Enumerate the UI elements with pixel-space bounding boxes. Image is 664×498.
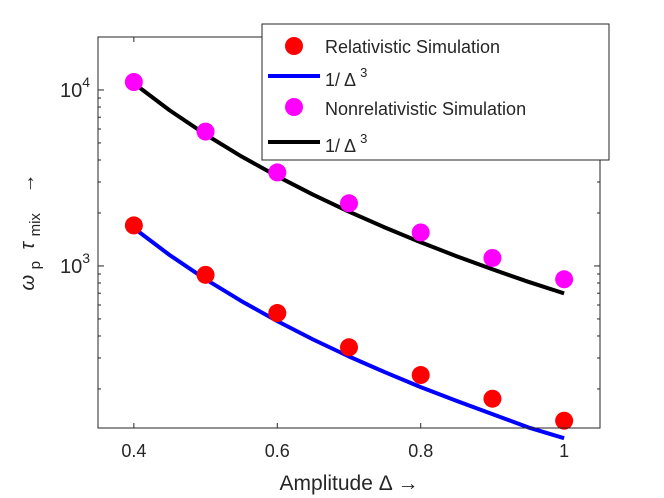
series-0-point-3 <box>340 338 358 357</box>
series-0-point-5 <box>483 389 502 408</box>
series-0-point-4 <box>411 366 430 385</box>
legend: Relativistic Simulation 1/ Δ 3 Nonrelati… <box>261 23 610 161</box>
y-label-tau: τ <box>17 240 39 249</box>
x-tick-label-1: 0.6 <box>265 441 290 461</box>
series-2-point-6 <box>555 270 574 289</box>
legend-box <box>261 23 610 161</box>
legend-label-relativistic: Relativistic Simulation <box>325 37 500 57</box>
series-2-point-4 <box>411 223 430 242</box>
legend-label-blue-fit-text: 1/ Δ <box>325 70 356 90</box>
series-0-point-2 <box>268 304 287 323</box>
legend-label-black-fit-sup: 3 <box>360 131 367 146</box>
y-axis-label: ω p τ mix → <box>17 174 45 291</box>
x-axis-label: Amplitude Δ → <box>280 472 419 495</box>
y-tick-label-0: 103 <box>60 250 90 278</box>
legend-label-black-fit-text: 1/ Δ <box>325 136 356 156</box>
y-label-tau-sub: mix <box>27 213 44 237</box>
y-label-omega: ω <box>17 275 39 291</box>
x-tick-label-2: 0.8 <box>408 441 433 461</box>
series-0-point-6 <box>555 411 574 430</box>
series-2-point-3 <box>340 194 358 213</box>
series-layer <box>124 72 574 441</box>
legend-marker-relativistic <box>285 37 303 55</box>
x-tick-label-3: 1 <box>559 441 569 461</box>
series-2-point-2 <box>268 163 287 182</box>
legend-label-nonrelativistic: Nonrelativistic Simulation <box>325 99 526 119</box>
series-2-point-1 <box>196 122 215 141</box>
y-tick-label-1: 104 <box>60 74 90 102</box>
legend-marker-nonrelativistic <box>285 98 303 116</box>
legend-label-black-fit: 1/ Δ 3 <box>325 131 367 156</box>
x-tick-labels: 0.4 0.6 0.8 1 <box>121 441 569 461</box>
series-0-point-1 <box>196 265 215 284</box>
legend-label-blue-fit-sup: 3 <box>360 65 367 80</box>
series-2-point-0 <box>124 72 143 91</box>
y-tick-labels: 103 104 <box>60 74 90 278</box>
legend-label-blue-fit: 1/ Δ 3 <box>325 65 367 90</box>
y-label-arrow: → <box>17 174 39 194</box>
series-0-point-0 <box>124 216 143 235</box>
y-label-omega-sub: p <box>27 261 44 269</box>
series-2-point-5 <box>483 248 502 267</box>
x-tick-label-0: 0.4 <box>121 441 146 461</box>
